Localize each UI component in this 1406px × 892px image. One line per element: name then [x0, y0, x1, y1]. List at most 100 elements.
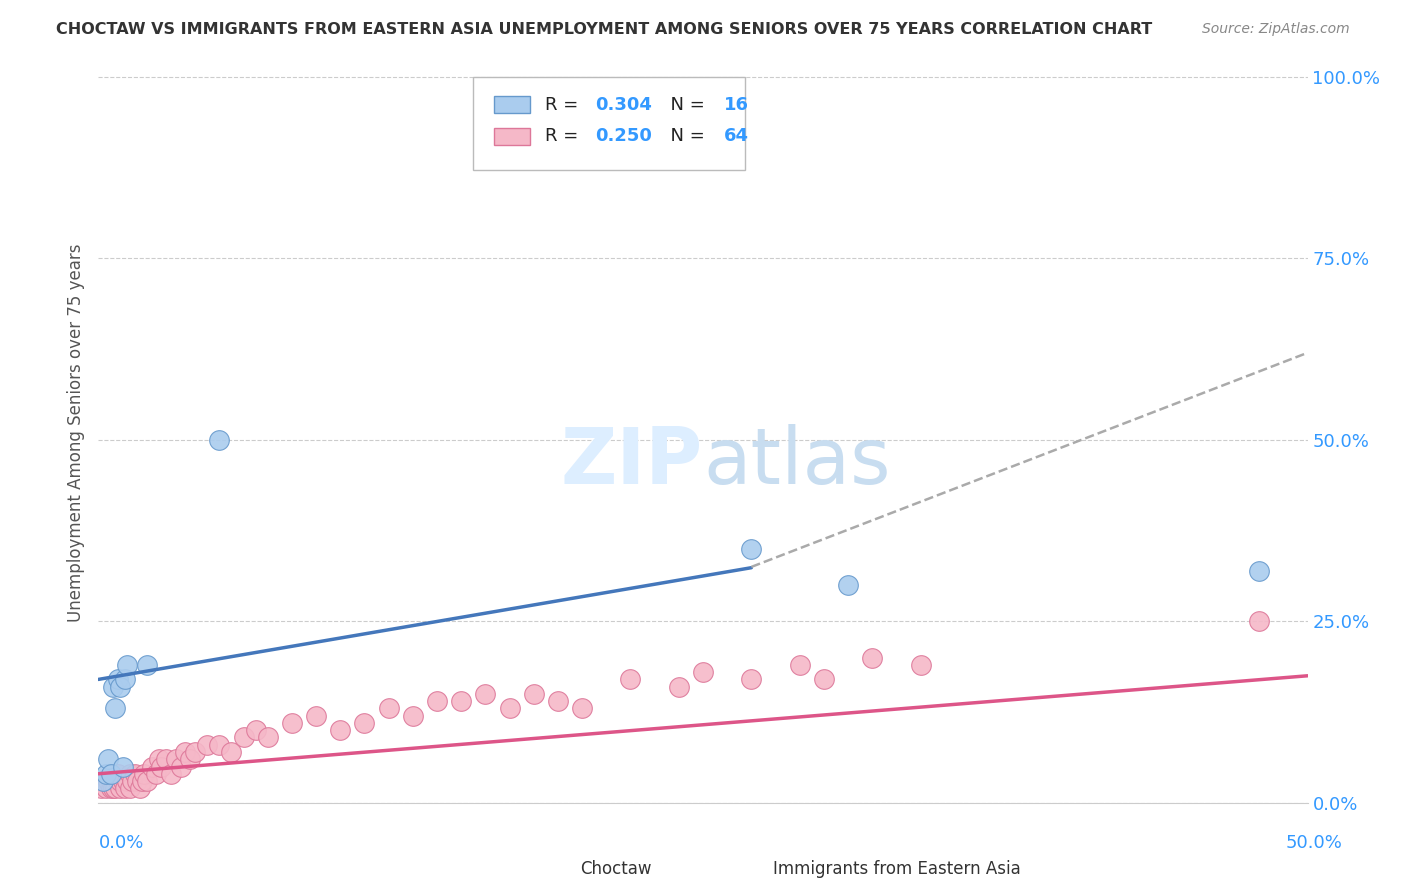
Text: CHOCTAW VS IMMIGRANTS FROM EASTERN ASIA UNEMPLOYMENT AMONG SENIORS OVER 75 YEARS: CHOCTAW VS IMMIGRANTS FROM EASTERN ASIA … — [56, 22, 1153, 37]
Point — [498, 701, 520, 715]
Point — [910, 657, 932, 672]
FancyBboxPatch shape — [474, 78, 745, 169]
Point — [523, 687, 546, 701]
Point — [100, 781, 122, 796]
Point — [100, 766, 122, 780]
Point — [100, 774, 122, 789]
Text: 0.250: 0.250 — [595, 128, 652, 145]
Point — [104, 781, 127, 796]
Point — [150, 759, 173, 773]
Point — [174, 745, 197, 759]
Point — [789, 657, 811, 672]
Point — [108, 781, 131, 796]
Point — [111, 759, 134, 773]
Point — [860, 650, 883, 665]
Point — [221, 745, 243, 759]
Point — [329, 723, 352, 738]
Point — [97, 774, 120, 789]
Point — [305, 708, 328, 723]
Point — [108, 680, 131, 694]
Text: 64: 64 — [724, 128, 748, 145]
Point — [134, 766, 156, 780]
Point — [547, 694, 569, 708]
FancyBboxPatch shape — [727, 861, 761, 884]
Text: 0.304: 0.304 — [595, 95, 652, 113]
Point — [114, 673, 136, 687]
Point — [474, 687, 496, 701]
Point — [148, 752, 170, 766]
Point — [155, 752, 177, 766]
Text: R =: R = — [544, 95, 583, 113]
Point — [131, 774, 153, 789]
FancyBboxPatch shape — [534, 861, 568, 884]
Point — [118, 781, 141, 796]
Y-axis label: Unemployment Among Seniors over 75 years: Unemployment Among Seniors over 75 years — [66, 244, 84, 622]
Point — [426, 694, 449, 708]
Point — [104, 701, 127, 715]
Point — [232, 731, 254, 745]
Text: atlas: atlas — [703, 425, 890, 500]
Point — [571, 701, 593, 715]
Text: Immigrants from Eastern Asia: Immigrants from Eastern Asia — [773, 861, 1021, 879]
Point — [740, 673, 762, 687]
Point — [619, 673, 641, 687]
Text: N =: N = — [659, 95, 711, 113]
Text: 16: 16 — [724, 95, 748, 113]
Point — [117, 774, 139, 789]
Point — [813, 673, 835, 687]
Point — [837, 578, 859, 592]
Point — [135, 657, 157, 672]
Point — [107, 766, 129, 780]
Point — [94, 766, 117, 780]
Point — [195, 738, 218, 752]
Point — [281, 715, 304, 730]
Point — [141, 759, 163, 773]
Point — [107, 774, 129, 789]
Point — [208, 738, 231, 752]
Point — [184, 745, 207, 759]
FancyBboxPatch shape — [494, 96, 530, 112]
Point — [118, 766, 141, 780]
Point — [1249, 615, 1271, 629]
Point — [1249, 564, 1271, 578]
Point — [121, 774, 143, 789]
Point — [353, 715, 375, 730]
Point — [668, 680, 690, 694]
Text: N =: N = — [659, 128, 711, 145]
Point — [402, 708, 425, 723]
Point — [160, 766, 183, 780]
Point — [114, 781, 136, 796]
FancyBboxPatch shape — [494, 128, 530, 145]
Point — [245, 723, 267, 738]
Point — [127, 774, 149, 789]
Point — [145, 766, 167, 780]
Text: 0.0%: 0.0% — [98, 834, 143, 852]
Point — [117, 657, 139, 672]
Point — [740, 541, 762, 556]
Point — [124, 766, 146, 780]
Point — [111, 774, 134, 789]
Text: R =: R = — [544, 128, 583, 145]
Text: Source: ZipAtlas.com: Source: ZipAtlas.com — [1202, 22, 1350, 37]
Point — [692, 665, 714, 680]
Point — [91, 774, 114, 789]
Point — [101, 680, 124, 694]
Point — [90, 781, 112, 796]
Point — [128, 781, 150, 796]
Point — [135, 774, 157, 789]
Point — [108, 774, 131, 789]
Point — [256, 731, 278, 745]
Point — [377, 701, 399, 715]
Text: Choctaw: Choctaw — [579, 861, 651, 879]
Point — [165, 752, 187, 766]
Text: ZIP: ZIP — [561, 425, 703, 500]
Point — [94, 781, 117, 796]
Point — [107, 673, 129, 687]
Point — [208, 433, 231, 447]
Point — [104, 774, 127, 789]
Point — [101, 781, 124, 796]
Point — [179, 752, 201, 766]
Point — [169, 759, 191, 773]
Point — [97, 752, 120, 766]
Text: 50.0%: 50.0% — [1286, 834, 1343, 852]
